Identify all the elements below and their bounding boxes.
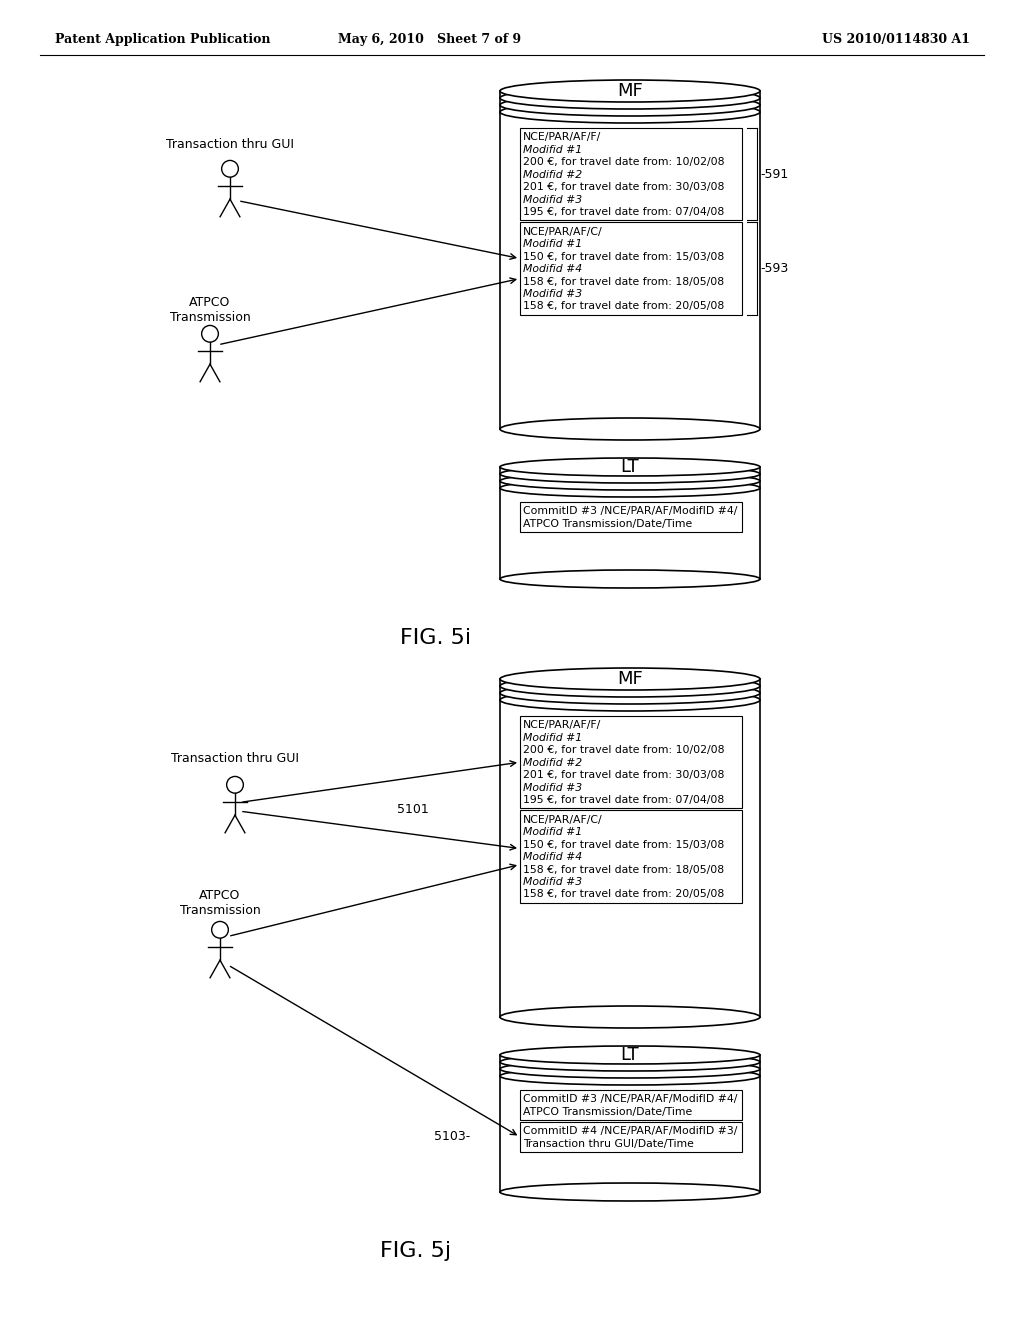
Text: Modifid #4: Modifid #4 — [523, 851, 582, 862]
Text: 150 €, for travel date from: 15/03/08: 150 €, for travel date from: 15/03/08 — [523, 840, 724, 850]
Text: ATPCO Transmission/Date/Time: ATPCO Transmission/Date/Time — [523, 519, 692, 529]
Text: 158 €, for travel date from: 20/05/08: 158 €, for travel date from: 20/05/08 — [523, 890, 724, 899]
Ellipse shape — [500, 570, 760, 587]
Ellipse shape — [500, 102, 760, 123]
Ellipse shape — [500, 87, 760, 110]
Bar — [520, 502, 742, 532]
Text: 5103-: 5103- — [434, 1130, 470, 1143]
Text: LT: LT — [621, 1045, 639, 1064]
Text: MF: MF — [617, 82, 643, 100]
Text: 5101: 5101 — [397, 803, 429, 816]
Ellipse shape — [500, 418, 760, 440]
Ellipse shape — [500, 465, 760, 483]
Text: 195 €, for travel date from: 07/04/08: 195 €, for travel date from: 07/04/08 — [523, 795, 724, 805]
Bar — [520, 1122, 742, 1152]
Text: 158 €, for travel date from: 18/05/08: 158 €, for travel date from: 18/05/08 — [523, 865, 724, 875]
Circle shape — [221, 161, 239, 177]
Text: ATPCO
Transmission: ATPCO Transmission — [170, 296, 251, 323]
Ellipse shape — [500, 689, 760, 711]
Text: Transaction thru GUI: Transaction thru GUI — [171, 751, 299, 764]
Text: 195 €, for travel date from: 07/04/08: 195 €, for travel date from: 07/04/08 — [523, 207, 724, 216]
Ellipse shape — [500, 682, 760, 704]
Ellipse shape — [500, 479, 760, 498]
Text: US 2010/0114830 A1: US 2010/0114830 A1 — [822, 33, 970, 46]
Bar — [500, 678, 760, 1016]
Text: NCE/PAR/AF/F/: NCE/PAR/AF/F/ — [523, 132, 601, 143]
Text: Modifid #2: Modifid #2 — [523, 758, 582, 768]
Ellipse shape — [500, 1067, 760, 1085]
Circle shape — [202, 326, 218, 342]
Text: NCE/PAR/AF/F/: NCE/PAR/AF/F/ — [523, 721, 601, 730]
Text: CommitID #3 /NCE/PAR/AF/ModifID #4/: CommitID #3 /NCE/PAR/AF/ModifID #4/ — [523, 507, 737, 516]
Text: 158 €, for travel date from: 20/05/08: 158 €, for travel date from: 20/05/08 — [523, 301, 724, 312]
Circle shape — [212, 921, 228, 939]
Text: 200 €, for travel date from: 10/02/08: 200 €, for travel date from: 10/02/08 — [523, 157, 725, 168]
Text: 201 €, for travel date from: 30/03/08: 201 €, for travel date from: 30/03/08 — [523, 770, 724, 780]
Text: Modifid #4: Modifid #4 — [523, 264, 582, 275]
Ellipse shape — [500, 1006, 760, 1028]
Text: CommitID #3 /NCE/PAR/AF/ModifID #4/: CommitID #3 /NCE/PAR/AF/ModifID #4/ — [523, 1094, 737, 1105]
Text: 158 €, for travel date from: 18/05/08: 158 €, for travel date from: 18/05/08 — [523, 276, 724, 286]
Text: -593: -593 — [760, 263, 788, 275]
Bar — [520, 222, 742, 314]
Circle shape — [226, 776, 244, 793]
Text: Modifid #3: Modifid #3 — [523, 876, 582, 887]
Ellipse shape — [500, 1045, 760, 1064]
Ellipse shape — [500, 458, 760, 477]
Text: Transaction thru GUI/Date/Time: Transaction thru GUI/Date/Time — [523, 1139, 694, 1148]
Text: MF: MF — [617, 671, 643, 688]
Ellipse shape — [500, 94, 760, 116]
Text: -591: -591 — [760, 168, 788, 181]
Ellipse shape — [500, 668, 760, 690]
Bar — [500, 1055, 760, 1192]
Text: Modifid #1: Modifid #1 — [523, 239, 582, 249]
Ellipse shape — [500, 473, 760, 490]
Text: Modifid #3: Modifid #3 — [523, 194, 582, 205]
Text: NCE/PAR/AF/C/: NCE/PAR/AF/C/ — [523, 227, 603, 236]
Text: Modifid #1: Modifid #1 — [523, 828, 582, 837]
Bar — [520, 128, 742, 220]
Text: Modifid #2: Modifid #2 — [523, 170, 582, 180]
Text: 150 €, for travel date from: 15/03/08: 150 €, for travel date from: 15/03/08 — [523, 252, 724, 261]
Text: LT: LT — [621, 458, 639, 477]
Text: Patent Application Publication: Patent Application Publication — [55, 33, 270, 46]
Text: FIG. 5i: FIG. 5i — [400, 628, 471, 648]
Bar — [500, 91, 760, 429]
Text: Modifid #1: Modifid #1 — [523, 733, 582, 743]
Text: May 6, 2010   Sheet 7 of 9: May 6, 2010 Sheet 7 of 9 — [339, 33, 521, 46]
Bar — [520, 1090, 742, 1119]
Text: 201 €, for travel date from: 30/03/08: 201 €, for travel date from: 30/03/08 — [523, 182, 724, 193]
Text: Modifid #3: Modifid #3 — [523, 783, 582, 792]
Text: 200 €, for travel date from: 10/02/08: 200 €, for travel date from: 10/02/08 — [523, 746, 725, 755]
Bar — [520, 810, 742, 903]
Text: ATPCO
Transmission: ATPCO Transmission — [179, 888, 260, 917]
Text: Modifid #1: Modifid #1 — [523, 145, 582, 154]
Bar — [500, 467, 760, 579]
Ellipse shape — [500, 1053, 760, 1071]
Text: CommitID #4 /NCE/PAR/AF/ModifID #3/: CommitID #4 /NCE/PAR/AF/ModifID #3/ — [523, 1126, 737, 1137]
Ellipse shape — [500, 1060, 760, 1078]
Text: FIG. 5j: FIG. 5j — [380, 1241, 452, 1261]
Ellipse shape — [500, 81, 760, 102]
Ellipse shape — [500, 675, 760, 697]
Text: NCE/PAR/AF/C/: NCE/PAR/AF/C/ — [523, 814, 603, 825]
Ellipse shape — [500, 1183, 760, 1201]
Text: ATPCO Transmission/Date/Time: ATPCO Transmission/Date/Time — [523, 1106, 692, 1117]
Text: Modifid #3: Modifid #3 — [523, 289, 582, 300]
Text: Transaction thru GUI: Transaction thru GUI — [166, 139, 294, 152]
Bar — [520, 715, 742, 808]
